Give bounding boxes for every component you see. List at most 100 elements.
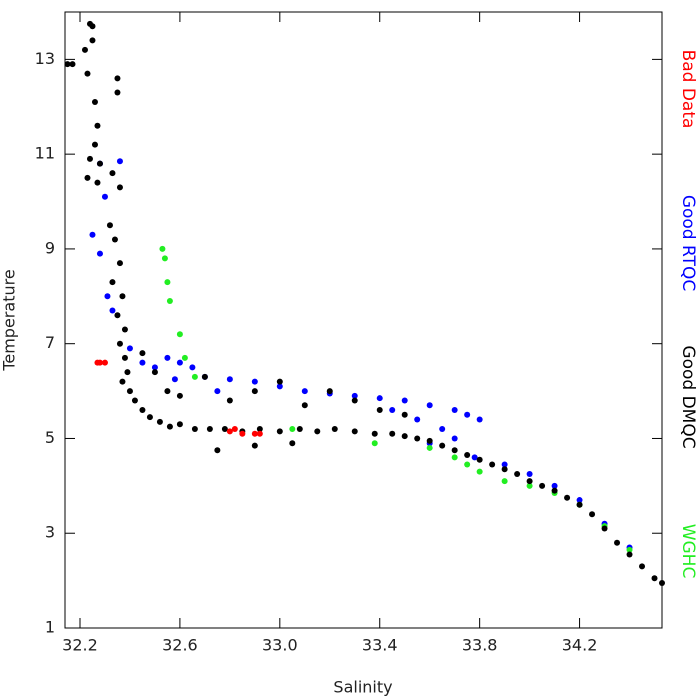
legend-label: Good DMQC — [678, 345, 698, 448]
x-tick-label: 34.2 — [562, 636, 598, 655]
data-point — [109, 279, 116, 286]
data-point — [166, 423, 173, 430]
data-point — [576, 497, 583, 504]
data-point — [201, 373, 208, 380]
data-point — [84, 174, 91, 181]
data-point — [289, 425, 296, 432]
data-point — [439, 425, 446, 432]
data-point — [64, 61, 71, 68]
data-point — [414, 435, 421, 442]
data-point — [114, 89, 121, 96]
data-point — [476, 456, 483, 463]
data-point — [101, 193, 108, 200]
data-point — [451, 435, 458, 442]
data-point — [376, 395, 383, 402]
data-point — [146, 414, 153, 421]
data-point — [389, 430, 396, 437]
data-point — [601, 525, 608, 532]
y-tick-label: 7 — [45, 333, 55, 352]
data-point — [464, 452, 471, 459]
data-point — [239, 430, 246, 437]
data-point — [626, 551, 633, 558]
data-point — [89, 23, 96, 30]
data-point — [526, 471, 533, 477]
x-tick-label: 33.0 — [262, 636, 298, 655]
data-point — [96, 160, 103, 167]
data-point — [371, 430, 378, 437]
data-point — [189, 364, 196, 371]
data-point — [464, 461, 471, 468]
data-point — [89, 37, 96, 44]
data-point — [401, 433, 408, 440]
y-tick-label: 5 — [45, 428, 55, 447]
data-point — [626, 546, 633, 553]
y-tick-label: 11 — [35, 144, 55, 163]
data-point — [526, 482, 533, 489]
x-tick-label: 32.6 — [162, 636, 198, 655]
data-point — [226, 376, 233, 383]
data-point — [289, 440, 296, 447]
data-point — [116, 340, 123, 347]
data-point — [159, 245, 166, 252]
data-point — [526, 478, 533, 485]
data-point — [501, 461, 508, 468]
data-point — [576, 501, 583, 508]
data-point — [301, 388, 308, 395]
data-point — [251, 378, 258, 385]
legend-label: WGHC — [678, 524, 698, 579]
data-point — [639, 563, 646, 570]
data-point — [171, 376, 178, 383]
data-point — [116, 158, 123, 165]
data-point — [589, 511, 596, 518]
data-point — [651, 575, 658, 582]
data-point — [176, 359, 183, 366]
data-point — [401, 397, 408, 404]
data-point — [114, 75, 121, 82]
data-point — [401, 411, 408, 418]
data-point — [94, 179, 101, 186]
data-point — [84, 70, 91, 77]
data-point — [69, 61, 76, 68]
data-point — [101, 359, 108, 366]
data-point — [371, 440, 378, 447]
data-point — [161, 255, 168, 262]
data-point — [124, 369, 131, 376]
data-point — [119, 293, 126, 300]
data-point — [156, 418, 163, 425]
data-point — [451, 407, 458, 414]
data-point — [221, 425, 228, 432]
data-point — [206, 425, 213, 432]
data-point — [139, 359, 146, 366]
data-point — [464, 411, 471, 418]
data-point — [109, 170, 116, 177]
data-point — [116, 184, 123, 191]
x-tick-label: 33.8 — [462, 636, 498, 655]
data-point — [301, 402, 308, 409]
data-point — [551, 482, 558, 489]
data-point — [276, 428, 283, 435]
data-point — [251, 442, 258, 449]
data-point — [471, 454, 478, 461]
data-point — [96, 250, 103, 257]
data-point — [89, 231, 96, 238]
data-point — [451, 447, 458, 454]
data-point — [214, 447, 221, 454]
data-point — [351, 397, 358, 404]
data-point — [119, 378, 126, 385]
data-point — [514, 471, 521, 477]
data-point — [489, 461, 496, 468]
data-point — [176, 421, 183, 428]
legend-label: Good RTQC — [678, 195, 698, 291]
data-point — [231, 425, 238, 432]
data-point — [126, 345, 133, 352]
x-tick-label: 32.2 — [62, 636, 98, 655]
data-point — [81, 46, 88, 53]
data-point — [131, 397, 138, 404]
data-point — [166, 298, 173, 305]
data-point — [121, 326, 128, 333]
data-point — [191, 425, 198, 432]
plot-frame — [64, 11, 663, 629]
data-point — [331, 425, 338, 432]
data-point — [256, 425, 263, 432]
data-point — [226, 428, 233, 435]
